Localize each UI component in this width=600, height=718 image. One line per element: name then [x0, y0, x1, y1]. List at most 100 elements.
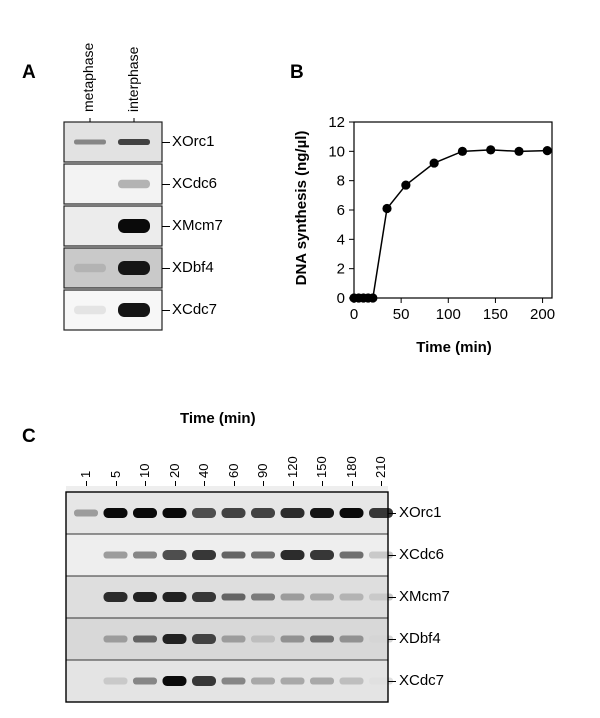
data-point — [542, 146, 552, 156]
blot-a-label-tick — [162, 310, 170, 311]
band-c-xdbf4-10 — [369, 635, 393, 643]
lane-label-interphase: interphase — [125, 46, 141, 112]
time-label-10: 10 — [137, 463, 152, 478]
blot-c-label-tick — [388, 513, 396, 514]
band-c-xorc1-0 — [74, 509, 98, 517]
band-c-xorc1-3 — [162, 508, 187, 518]
blot-a-label-tick — [162, 184, 170, 185]
data-point — [429, 158, 439, 168]
blot-c-label-tick — [388, 555, 396, 556]
band-c-xcdc6-6 — [251, 551, 275, 559]
panel-c-letter: C — [22, 426, 36, 447]
blot-a-label-tick — [162, 142, 170, 143]
chart-x-axis-label: Time (min) — [416, 339, 492, 356]
x-tick-label: 0 — [350, 306, 358, 323]
data-point — [382, 203, 392, 214]
time-label-60: 60 — [225, 463, 241, 478]
panel-b-chart: 0 2 4 6 8 10 12 0 50 100 150 200 Time (min) DNA syn… — [293, 114, 555, 356]
band-c-xcdc7-1 — [103, 677, 128, 685]
blot-a-label-xcdc6: XCdc6 — [172, 175, 218, 192]
time-label-120: 120 — [284, 456, 300, 478]
panel-b-letter: B — [290, 62, 304, 83]
band-c-xdbf4-2 — [133, 635, 157, 643]
band-a-xcdc7-1 — [118, 303, 150, 317]
band-c-xcdc6-1 — [103, 551, 128, 559]
data-point — [401, 180, 411, 190]
band-c-xmcm7-5 — [221, 593, 246, 601]
time-label-150: 150 — [314, 456, 329, 478]
band-c-xdbf4-9 — [339, 635, 364, 643]
band-c-xorc1-10 — [369, 508, 393, 518]
blot-c-label-xorc1: XOrc1 — [399, 504, 442, 521]
band-c-xmcm7-10 — [369, 593, 393, 601]
time-tick-mark — [381, 481, 382, 487]
blot-c-label-tick — [388, 681, 396, 682]
band-a-xcdc6-1 — [118, 179, 150, 189]
blot-c-label-xmcm7: XMcm7 — [399, 588, 450, 605]
time-tick-mark — [115, 481, 117, 487]
lane-label-metaphase: metaphase — [80, 42, 96, 112]
band-c-xmcm7-2 — [133, 592, 157, 602]
band-c-xmcm7-6 — [251, 593, 275, 601]
band-c-xcdc6-3 — [162, 550, 187, 560]
band-c-xcdc7-5 — [221, 677, 246, 685]
band-c-xcdc7-7 — [280, 677, 305, 685]
x-tick-label: 100 — [436, 306, 461, 323]
band-c-xdbf4-8 — [310, 635, 334, 643]
y-tick-label: 6 — [337, 202, 345, 219]
band-c-xmcm7-9 — [339, 593, 364, 601]
band-c-xcdc7-3 — [162, 676, 187, 686]
time-tick-mark — [233, 481, 235, 487]
y-tick-label: 4 — [337, 231, 345, 248]
time-label-180: 180 — [343, 456, 359, 478]
band-c-xcdc6-4 — [192, 550, 216, 560]
band-c-xcdc7-8 — [310, 677, 334, 685]
blot-a-label-tick — [162, 268, 170, 269]
blot-c-label-xcdc6: XCdc6 — [399, 546, 445, 563]
band-c-xcdc7-9 — [339, 677, 364, 685]
band-c-xorc1-6 — [251, 508, 275, 518]
band-c-xmcm7-1 — [103, 592, 128, 602]
data-point — [514, 146, 524, 156]
time-label-210: 210 — [373, 456, 388, 478]
y-tick-label: 12 — [328, 114, 345, 131]
band-c-xmcm7-4 — [192, 592, 216, 602]
blot-c-label-tick — [388, 597, 396, 598]
band-c-xorc1-5 — [221, 508, 246, 518]
blot-a-label-xdbf4: XDbf4 — [172, 259, 214, 276]
band-c-xdbf4-1 — [103, 635, 128, 643]
y-tick-label: 8 — [337, 173, 345, 190]
y-tick-label: 2 — [337, 261, 345, 278]
blot-c-label-xcdc7: XCdc7 — [399, 672, 445, 689]
time-tick-mark — [263, 481, 264, 487]
chart-y-axis-label: DNA synthesis (ng/µl) — [293, 131, 310, 286]
panel-c-blot — [65, 486, 393, 703]
y-tick-label: 10 — [328, 143, 345, 160]
band-c-xdbf4-7 — [280, 635, 305, 643]
time-label-20: 20 — [166, 463, 182, 478]
band-c-xorc1-1 — [103, 508, 128, 518]
time-tick-mark — [174, 481, 176, 487]
time-tick-mark — [204, 481, 205, 487]
series-line — [354, 149, 548, 299]
blot-a-label-xcdc7: XCdc7 — [172, 301, 218, 318]
band-c-xcdc7-2 — [133, 677, 157, 685]
time-tick-mark — [145, 481, 146, 487]
time-tick-mark — [86, 481, 87, 487]
time-tick-mark — [322, 481, 323, 487]
blot-c-label-xdbf4: XDbf4 — [399, 630, 441, 647]
band-c-xcdc6-8 — [310, 550, 334, 560]
band-c-xorc1-8 — [310, 508, 334, 518]
blot-a-label-xmcm7: XMcm7 — [172, 217, 223, 234]
band-c-xorc1-2 — [133, 508, 157, 518]
band-a-xcdc7-0 — [74, 305, 106, 315]
time-label-5: 5 — [107, 470, 123, 478]
band-c-xdbf4-6 — [251, 635, 275, 643]
band-c-xcdc6-7 — [280, 550, 305, 560]
x-tick-label: 200 — [530, 306, 555, 323]
band-c-xcdc7-6 — [251, 677, 275, 685]
time-tick-mark — [292, 481, 294, 487]
band-a-xmcm7-1 — [118, 219, 150, 233]
band-c-xdbf4-3 — [162, 634, 187, 644]
band-c-xmcm7-8 — [310, 593, 334, 601]
